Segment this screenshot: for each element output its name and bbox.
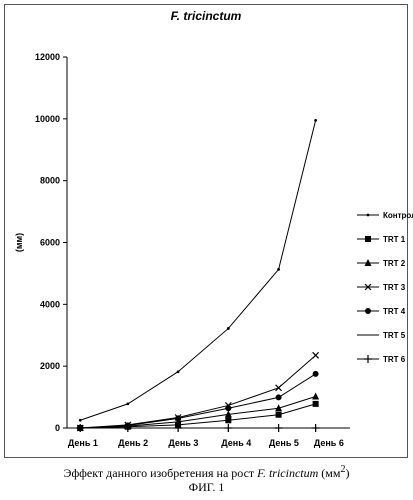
y-tick-label: 2000: [40, 361, 60, 371]
caption-text-after: (мм: [318, 466, 340, 480]
data-point: [175, 415, 181, 421]
caption-close: ): [345, 466, 349, 480]
legend-label: TRT 6: [383, 355, 406, 364]
figure-caption: Эффект данного изобретения на рост F. tr…: [0, 463, 413, 480]
legend-label: TRT 2: [383, 259, 406, 268]
data-point: [79, 419, 82, 422]
data-point: [177, 370, 180, 373]
data-point: [227, 327, 230, 330]
x-tick-label: День 2: [118, 438, 148, 448]
legend-marker: [367, 214, 370, 217]
x-tick-label: День 5: [269, 438, 299, 448]
legend-marker: [365, 308, 371, 314]
data-point: [312, 424, 320, 432]
data-point: [313, 401, 319, 407]
legend-label: TRT 4: [383, 307, 406, 316]
y-tick-label: 4000: [40, 299, 60, 309]
data-point: [225, 405, 231, 411]
data-point: [276, 394, 282, 400]
x-tick-label: День 3: [168, 438, 198, 448]
y-tick-label: 10000: [35, 114, 60, 124]
y-tick-label: 12000: [35, 52, 60, 62]
y-tick-label: 6000: [40, 238, 60, 248]
data-point: [314, 119, 317, 122]
caption-species: F. tricinctum: [257, 466, 318, 480]
data-point: [312, 392, 319, 399]
chart-title: F. tricinctum: [171, 9, 242, 23]
data-point: [224, 424, 232, 432]
legend-label: TRT 3: [383, 283, 406, 292]
data-point: [275, 424, 283, 432]
y-axis-label: (мм): [14, 233, 24, 252]
figure-label: ФИГ. 1: [0, 480, 413, 494]
series-line: [80, 120, 315, 420]
x-tick-label: День 6: [314, 438, 344, 448]
caption-text-before: Эффект данного изобретения на рост: [64, 466, 258, 480]
data-point: [225, 417, 231, 423]
legend-marker: [365, 236, 371, 242]
legend-label: TRT 5: [383, 331, 406, 340]
data-point: [313, 352, 319, 358]
series-line: [80, 374, 315, 428]
y-tick-label: 8000: [40, 176, 60, 186]
data-point: [313, 371, 319, 377]
legend-marker: [364, 355, 372, 363]
x-tick-label: День 4: [221, 438, 251, 448]
legend-label: TRT 1: [383, 235, 406, 244]
y-tick-label: 0: [55, 423, 60, 433]
chart-area: F. tricinctum 0 2000 4000 6000 8000 10000 12000…: [0, 0, 413, 460]
data-point: [276, 385, 282, 391]
x-tick-label: День 1: [68, 438, 98, 448]
legend-label: Контрол: [383, 211, 413, 220]
data-point: [276, 412, 282, 418]
data-point: [126, 402, 129, 405]
data-point: [277, 268, 280, 271]
